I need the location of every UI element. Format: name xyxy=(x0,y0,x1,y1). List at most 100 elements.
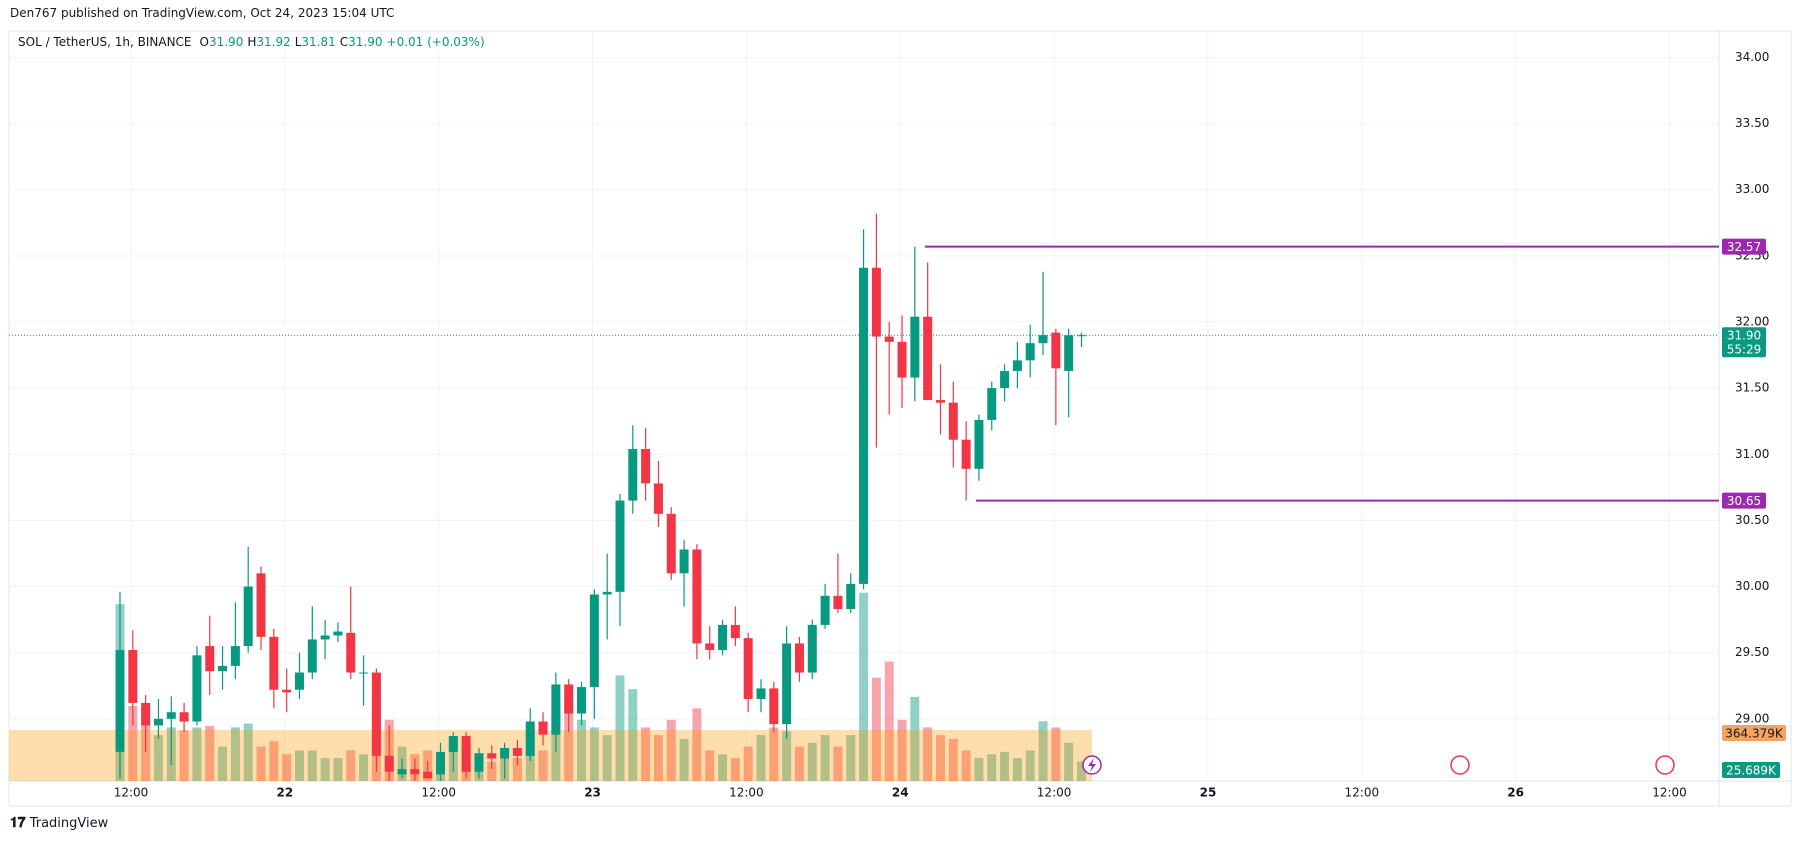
y-tick-label: 29.50 xyxy=(1735,645,1769,659)
volume-bar xyxy=(1038,721,1048,781)
candle-body xyxy=(205,646,215,672)
candle-body xyxy=(666,513,676,574)
candle-body xyxy=(436,751,445,775)
candle-body xyxy=(269,636,279,690)
candle-body xyxy=(820,595,830,625)
field-label: L xyxy=(294,35,302,49)
level-label: 30.65 xyxy=(1727,494,1761,508)
volume-bar xyxy=(602,735,612,781)
volume-bar xyxy=(346,750,356,781)
volume-bar xyxy=(615,675,625,781)
volume-bar xyxy=(846,735,856,781)
candle-body xyxy=(384,755,394,772)
candle-body xyxy=(756,688,766,699)
x-tick-label: 25 xyxy=(1200,786,1217,800)
volume-bar xyxy=(705,750,715,781)
candle-body xyxy=(846,583,856,610)
volume-bar xyxy=(884,661,894,781)
x-tick-label: 12:00 xyxy=(1037,786,1072,800)
candle-body xyxy=(230,646,240,666)
y-tick-label: 32.00 xyxy=(1735,315,1769,329)
volume-bar xyxy=(320,758,330,781)
candle-body xyxy=(859,267,869,584)
candle-body xyxy=(474,753,484,772)
y-tick-label: 30.50 xyxy=(1735,513,1769,527)
x-tick-label: 22 xyxy=(276,786,293,800)
volume-bar xyxy=(230,727,240,781)
symbol-legend: SOL / TetherUS, 1h, BINANCE O31.90 H31.92 L… xyxy=(18,35,491,49)
x-tick-label: 23 xyxy=(584,786,601,800)
candle-body xyxy=(577,687,587,714)
y-tick-label: 34.00 xyxy=(1735,50,1769,64)
event-icons xyxy=(1082,755,1675,775)
volume-bar xyxy=(1051,727,1061,781)
volume-bar xyxy=(653,735,663,781)
last-price-label: 31.90 xyxy=(1727,329,1761,343)
candle-body xyxy=(192,655,202,722)
volume-ma-box xyxy=(1722,725,1786,741)
candle-body xyxy=(602,591,612,595)
volume-bar xyxy=(782,731,792,781)
y-tick-label: 31.00 xyxy=(1735,447,1769,461)
volume-bar xyxy=(179,730,189,781)
volume-bar xyxy=(948,738,958,781)
candle-body xyxy=(679,549,689,574)
field-label: C xyxy=(339,35,349,49)
candle-body xyxy=(128,650,138,703)
brand: TradingView xyxy=(29,816,109,831)
candle-body xyxy=(897,341,907,378)
volume-bar xyxy=(333,758,343,781)
volume-bar xyxy=(1077,761,1086,781)
y-tick-label: 33.00 xyxy=(1735,182,1769,196)
candle-body xyxy=(179,712,189,722)
candle-body xyxy=(397,769,407,775)
candle-body xyxy=(1012,360,1022,371)
candle-body xyxy=(653,483,663,514)
candle-body xyxy=(423,771,433,779)
candle-body xyxy=(1038,335,1048,344)
candle-body xyxy=(782,643,792,725)
volume-bar xyxy=(564,700,574,781)
candle-body xyxy=(923,316,933,401)
candle-body xyxy=(294,672,304,690)
volume-bar xyxy=(756,735,766,781)
volume-bar xyxy=(641,727,651,781)
volume-bar xyxy=(910,696,920,781)
footer: 𝟏𝟕 TradingView xyxy=(10,815,109,831)
flag-icon[interactable] xyxy=(1655,755,1675,775)
candle-body xyxy=(833,595,843,610)
candle-body xyxy=(525,721,535,756)
flag-icon[interactable] xyxy=(1450,755,1470,775)
x-tick-label: 12:00 xyxy=(1345,786,1380,800)
x-tick-label: 12:00 xyxy=(421,786,456,800)
volume-bar xyxy=(243,723,253,781)
volume-bar xyxy=(487,761,497,781)
candle-body xyxy=(1077,335,1086,337)
candle-body xyxy=(884,336,894,342)
candle-body xyxy=(743,638,753,699)
candle-body xyxy=(948,402,958,440)
candle-body xyxy=(551,684,561,735)
x-tick-label: 24 xyxy=(892,786,909,800)
volume-bar xyxy=(718,754,728,781)
candle-body xyxy=(282,689,292,693)
volume-last-box xyxy=(1722,762,1780,778)
volume-bar xyxy=(153,735,163,781)
volume-bar xyxy=(679,738,689,781)
volume-bar xyxy=(833,746,843,781)
candle-body xyxy=(615,500,625,592)
candle-body xyxy=(871,267,881,337)
volume-bar xyxy=(128,706,138,781)
countdown: 55:29 xyxy=(1727,343,1762,357)
volume-bar xyxy=(577,719,587,781)
candle-body xyxy=(564,684,574,714)
candle-body xyxy=(243,586,253,647)
volume-bar xyxy=(205,725,215,781)
level-label-box xyxy=(1722,238,1766,255)
x-tick-label: 12:00 xyxy=(1652,786,1687,800)
candle-body xyxy=(935,400,945,403)
candle-body xyxy=(1025,343,1035,361)
volume-last-label: 25.689K xyxy=(1726,764,1777,778)
candle-body xyxy=(320,635,330,640)
